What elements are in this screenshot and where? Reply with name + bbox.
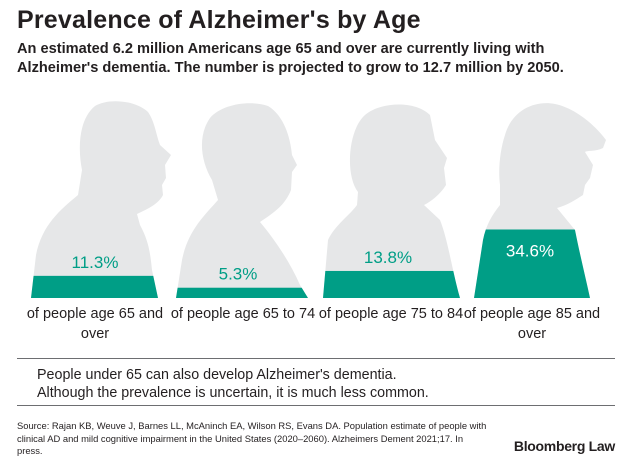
category-label-85-and-over: of people age 85 and over [463,306,601,342]
silhouette-75-to-84 [323,104,460,298]
divider-top [17,358,615,359]
category-label-75-to-84: of people age 75 to 84 [318,306,464,322]
source-note: Source: Rajan KB, Weuve J, Barnes LL, Mc… [17,420,487,456]
silhouette-85-and-over [474,103,606,298]
divider-bottom [17,405,615,406]
chart-title: Prevalence of Alzheimer's by Age [17,6,421,34]
prevalence-fill-75-to-84 [323,270,460,298]
value-label-75-to-84: 13.8% [364,248,412,267]
prevalence-fill-85-and-over [474,229,606,298]
category-label-65-to-74: of people age 65 to 74 [170,306,316,322]
note-line-2: Although the prevalence is uncertain, it… [37,385,429,401]
note-line-1: People under 65 can also develop Alzheim… [37,367,397,383]
silhouette-chart: 11.3% 5.3% 13.8% 34.6% [31,101,606,298]
bloomberg-law-logo: Bloomberg Law [513,438,615,454]
chart-subtitle: An estimated 6.2 million Americans age 6… [17,41,564,76]
note: People under 65 can also develop Alzheim… [37,366,429,402]
value-label-65-and-over: 11.3% [72,253,119,272]
prevalence-fill-65-to-74 [176,287,308,298]
category-label-65-and-over: of people age 65 and over [26,306,164,342]
value-label-85-and-over: 34.6% [506,241,554,260]
silhouette-shape [323,104,460,298]
value-label-65-to-74: 5.3% [219,265,258,284]
prevalence-fill-65-and-over [31,275,171,298]
